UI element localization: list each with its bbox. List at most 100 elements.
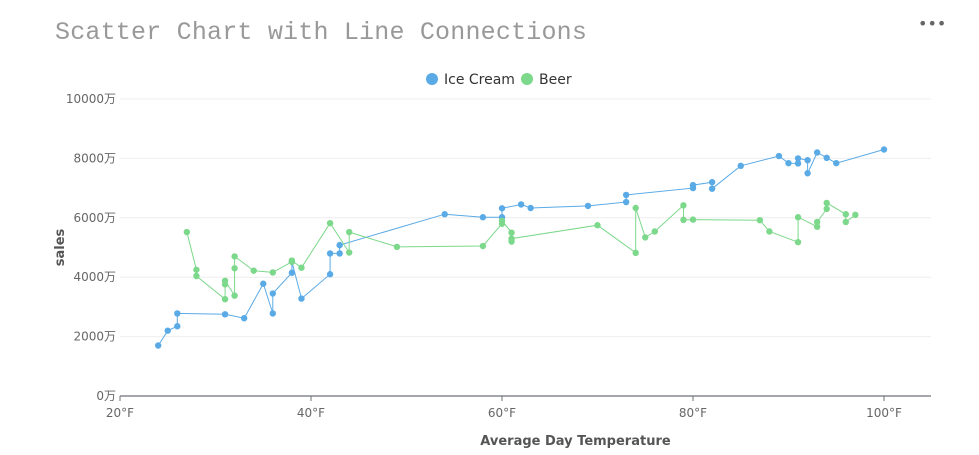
- data-point[interactable]: [823, 199, 830, 207]
- data-point[interactable]: [594, 222, 601, 229]
- legend-marker: [426, 73, 438, 85]
- data-point[interactable]: [479, 242, 487, 250]
- data-point[interactable]: [785, 159, 792, 167]
- chart-title: Scatter Chart with Line Connections: [55, 18, 588, 47]
- data-point[interactable]: [221, 277, 229, 284]
- data-point[interactable]: [842, 218, 849, 226]
- data-point[interactable]: [813, 223, 821, 230]
- data-point[interactable]: [326, 250, 334, 257]
- data-point[interactable]: [680, 216, 687, 224]
- data-point[interactable]: [508, 229, 515, 236]
- data-point[interactable]: [193, 266, 200, 273]
- data-point[interactable]: [346, 228, 353, 236]
- x-tick-label: 60°F: [488, 406, 516, 420]
- x-axis-title: Average Day Temperature: [480, 434, 671, 449]
- legend-label: Ice Cream: [444, 72, 515, 88]
- data-point[interactable]: [346, 249, 353, 256]
- data-point[interactable]: [231, 265, 238, 272]
- data-point[interactable]: [269, 310, 276, 317]
- data-point[interactable]: [737, 162, 744, 170]
- legend-item-ice-cream[interactable]: Ice Cream: [426, 72, 515, 88]
- data-point[interactable]: [756, 216, 764, 224]
- data-point[interactable]: [298, 264, 305, 271]
- data-point[interactable]: [326, 271, 334, 278]
- data-point[interactable]: [651, 228, 658, 235]
- data-point[interactable]: [498, 205, 506, 212]
- data-point[interactable]: [155, 342, 162, 349]
- legend-label: Beer: [539, 72, 572, 88]
- data-point[interactable]: [794, 214, 802, 221]
- data-point[interactable]: [269, 290, 276, 297]
- data-point[interactable]: [766, 228, 773, 235]
- data-point[interactable]: [336, 241, 343, 249]
- data-point[interactable]: [642, 234, 649, 241]
- data-point[interactable]: [622, 198, 630, 206]
- data-point[interactable]: [479, 214, 487, 221]
- data-point[interactable]: [221, 295, 229, 303]
- data-point[interactable]: [804, 156, 811, 164]
- y-tick-label: 0万: [96, 389, 116, 403]
- data-point[interactable]: [880, 146, 888, 153]
- data-point[interactable]: [632, 204, 639, 212]
- grid-lines: [120, 98, 931, 338]
- data-point[interactable]: [689, 181, 697, 189]
- data-point[interactable]: [260, 280, 267, 287]
- series-beer: [183, 199, 859, 303]
- more-options-icon[interactable]: •••: [918, 14, 947, 33]
- data-point[interactable]: [584, 202, 592, 210]
- x-tick-label: 20°F: [106, 406, 134, 420]
- data-point[interactable]: [250, 267, 257, 274]
- data-point[interactable]: [842, 211, 849, 218]
- data-point[interactable]: [508, 235, 515, 242]
- data-point[interactable]: [794, 160, 802, 167]
- data-point[interactable]: [823, 205, 830, 213]
- y-tick-label: 6000万: [73, 211, 116, 225]
- data-point[interactable]: [298, 295, 305, 302]
- data-point[interactable]: [775, 152, 783, 160]
- data-point[interactable]: [336, 250, 343, 257]
- data-point[interactable]: [708, 185, 716, 192]
- y-tick-label: 2000万: [73, 330, 116, 344]
- data-point[interactable]: [632, 249, 639, 257]
- data-point[interactable]: [794, 155, 802, 162]
- data-point[interactable]: [221, 311, 229, 318]
- series-ice-cream: [155, 146, 888, 349]
- data-point[interactable]: [231, 253, 238, 260]
- data-point[interactable]: [833, 159, 840, 167]
- data-point[interactable]: [823, 154, 830, 162]
- data-point[interactable]: [164, 327, 171, 334]
- data-point[interactable]: [288, 257, 296, 264]
- data-point[interactable]: [517, 201, 525, 208]
- legend-item-beer[interactable]: Beer: [521, 72, 572, 88]
- legend-marker: [521, 73, 533, 85]
- data-point[interactable]: [288, 269, 296, 276]
- data-point[interactable]: [622, 191, 630, 199]
- data-point[interactable]: [527, 204, 534, 212]
- data-point[interactable]: [231, 292, 238, 299]
- series-group: [155, 146, 888, 349]
- data-point[interactable]: [852, 211, 859, 219]
- x-tick-label: 100°F: [866, 406, 902, 420]
- data-point[interactable]: [708, 178, 716, 186]
- y-tick-label: 10000万: [66, 92, 116, 106]
- data-point[interactable]: [680, 202, 687, 209]
- data-point[interactable]: [393, 243, 401, 251]
- data-point[interactable]: [183, 228, 191, 236]
- data-point[interactable]: [689, 216, 697, 223]
- data-point[interactable]: [794, 238, 802, 246]
- y-axis-title: sales: [53, 228, 68, 266]
- data-point[interactable]: [813, 218, 821, 226]
- data-point[interactable]: [498, 217, 506, 224]
- data-point[interactable]: [804, 170, 811, 177]
- data-point[interactable]: [269, 269, 276, 276]
- data-point[interactable]: [240, 314, 248, 322]
- data-point[interactable]: [174, 323, 181, 330]
- data-point[interactable]: [326, 219, 334, 227]
- data-point[interactable]: [193, 272, 200, 280]
- legend: Ice Cream Beer: [426, 72, 572, 88]
- axes: 0万 2000万 4000万 6000万 8000万 10000万 20°F 40°F 60°F…: [66, 92, 931, 420]
- data-point[interactable]: [174, 310, 181, 317]
- data-point[interactable]: [813, 149, 821, 156]
- data-point[interactable]: [441, 211, 448, 218]
- y-tick-label: 4000万: [73, 270, 116, 284]
